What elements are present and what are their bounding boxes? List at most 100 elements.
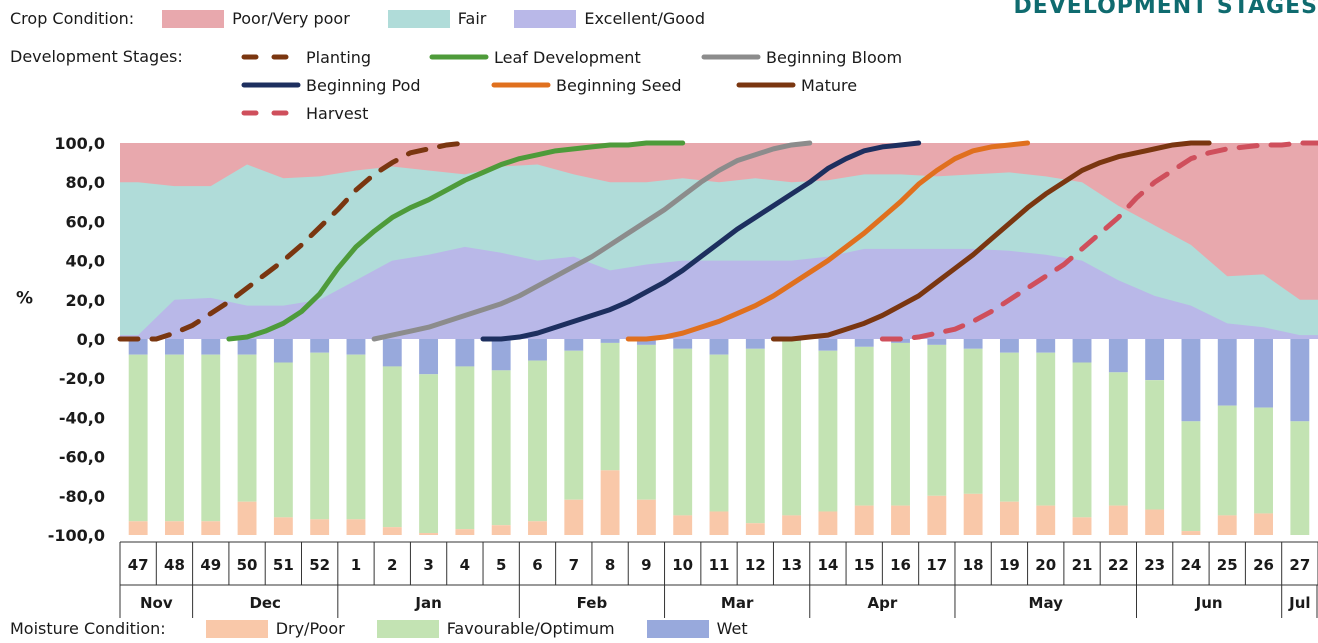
bar-wet xyxy=(891,339,910,343)
bar-dry xyxy=(455,529,475,535)
week-tick-label: 26 xyxy=(1253,556,1274,574)
area-excellent xyxy=(120,246,1318,339)
week-tick-label: 25 xyxy=(1217,556,1238,574)
legend-item-wet: Wet xyxy=(646,619,748,638)
bar-dry xyxy=(382,527,402,535)
stage-line-leaf-development xyxy=(226,140,686,342)
bar-favourable xyxy=(818,350,838,512)
y-tick-label: -80,0 xyxy=(59,487,105,506)
bar-dry xyxy=(128,521,148,535)
month-label: Jul xyxy=(1288,594,1310,612)
y-tick-label: -60,0 xyxy=(59,448,105,467)
legend-item-beginning-pod: Beginning Pod xyxy=(240,75,421,95)
month-label: Mar xyxy=(721,594,754,612)
bar-favourable xyxy=(455,366,475,530)
development-stages-label-row: Development Stages: xyxy=(10,47,183,66)
week-tick-label: 19 xyxy=(999,556,1020,574)
legend-line-key xyxy=(701,54,761,60)
legend-item-poor: Poor/Very poor xyxy=(162,9,350,28)
bar-wet xyxy=(564,339,584,351)
bar-favourable xyxy=(128,354,148,522)
week-tick-label: 8 xyxy=(605,556,615,574)
week-tick-label: 27 xyxy=(1289,556,1310,574)
bar-dry xyxy=(165,521,184,535)
bar-wet xyxy=(782,339,802,341)
area-fair xyxy=(120,164,1318,339)
stage-line-mature xyxy=(770,140,1212,342)
stage-line-planting xyxy=(117,140,468,342)
week-tick-label: 4 xyxy=(460,556,470,574)
bar-dry xyxy=(1108,505,1128,535)
legend-line-key xyxy=(241,82,301,88)
bar-dry xyxy=(419,533,439,535)
bar-wet xyxy=(310,339,330,353)
week-tick-label: 49 xyxy=(200,556,221,574)
bar-favourable xyxy=(237,354,257,502)
legend-line-key xyxy=(736,82,796,88)
legend-item-leaf-development: Leaf Development xyxy=(428,47,641,67)
bar-favourable xyxy=(891,342,910,506)
y-tick-label: -100,0 xyxy=(48,526,105,545)
area-poor xyxy=(120,143,1318,339)
week-tick-label: 7 xyxy=(569,556,579,574)
bar-wet xyxy=(382,339,402,367)
bar-favourable xyxy=(963,348,983,494)
bar-favourable xyxy=(745,348,765,524)
bar-dry xyxy=(927,495,947,535)
month-label: Dec xyxy=(249,594,281,612)
week-tick-label: 9 xyxy=(641,556,651,574)
bar-favourable xyxy=(1145,380,1165,510)
month-label: Jun xyxy=(1195,594,1223,612)
week-tick-label: 20 xyxy=(1035,556,1056,574)
week-tick-label: 21 xyxy=(1072,556,1093,574)
week-tick-label: 11 xyxy=(709,556,730,574)
y-axis-label: % xyxy=(16,289,33,309)
swatch-favourable xyxy=(376,619,439,638)
corner-title: DEVELOPMENT STAGES xyxy=(1013,0,1318,19)
legend-stage-label: Beginning Seed xyxy=(556,75,682,95)
crop-condition-legend: Crop Condition: Poor/Very poor Fair Exce… xyxy=(10,9,721,28)
week-tick-label: 23 xyxy=(1144,556,1165,574)
week-tick-label: 16 xyxy=(890,556,911,574)
bar-wet xyxy=(1217,339,1237,406)
week-tick-label: 52 xyxy=(309,556,330,574)
week-tick-label: 24 xyxy=(1181,556,1202,574)
y-tick-label: 20,0 xyxy=(66,291,105,310)
week-tick-label: 1 xyxy=(351,556,361,574)
crop-condition-label: Crop Condition: xyxy=(10,9,135,28)
bar-favourable xyxy=(1036,352,1056,506)
bar-wet xyxy=(165,339,184,355)
bar-favourable xyxy=(1181,421,1201,532)
moisture-condition-label: Moisture Condition: xyxy=(10,619,166,638)
bar-favourable xyxy=(382,366,402,528)
stage-line-beginning-bloom xyxy=(371,140,813,342)
week-tick-label: 48 xyxy=(164,556,185,574)
bar-dry xyxy=(237,501,257,535)
legend-label-excellent: Excellent/Good xyxy=(584,9,705,28)
week-tick-label: 17 xyxy=(926,556,947,574)
bar-favourable xyxy=(491,370,511,526)
bar-favourable xyxy=(927,344,947,496)
y-tick-label: 40,0 xyxy=(66,252,105,271)
legend-stage-label: Leaf Development xyxy=(494,47,641,67)
bar-dry xyxy=(854,505,874,535)
bar-favourable xyxy=(1217,405,1237,516)
bar-wet xyxy=(1290,339,1310,422)
bar-dry xyxy=(1181,531,1201,535)
week-tick-label: 3 xyxy=(423,556,433,574)
legend-stage-label: Mature xyxy=(801,75,858,95)
legend-stage-label: Beginning Pod xyxy=(306,75,421,95)
bar-wet xyxy=(201,339,221,355)
bar-dry xyxy=(528,521,547,535)
bar-wet xyxy=(1254,339,1273,408)
legend-item-dry: Dry/Poor xyxy=(205,619,345,638)
bar-dry xyxy=(310,519,330,535)
week-tick-label: 51 xyxy=(273,556,294,574)
bar-favourable xyxy=(273,362,293,518)
bar-wet xyxy=(927,339,947,345)
legend-item-fair: Fair xyxy=(387,9,486,28)
bar-favourable xyxy=(636,344,656,500)
bar-wet xyxy=(455,339,475,367)
bar-dry xyxy=(1145,509,1165,535)
bar-favourable xyxy=(673,348,693,516)
